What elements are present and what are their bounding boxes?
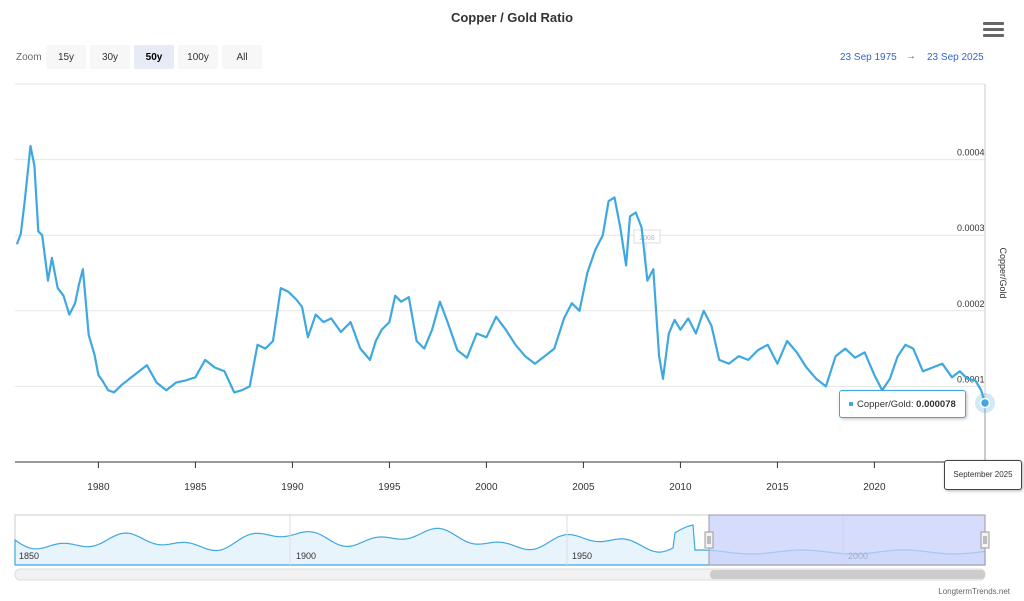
tooltip-bullet-icon <box>849 402 853 407</box>
zoom-label: Zoom <box>16 52 42 63</box>
scrollbar-thumb[interactable] <box>710 570 985 579</box>
x-tick-label: 2020 <box>863 482 886 493</box>
range-arrow: → <box>906 51 916 62</box>
range-to-input[interactable]: 23 Sep 2025 <box>927 52 984 63</box>
y-tick-label: 0.0002 <box>957 299 985 309</box>
navigator-right-handle[interactable] <box>980 531 990 549</box>
navigator-label-1950: 1950 <box>572 551 592 561</box>
x-tick-label: 1995 <box>378 482 401 493</box>
copper-gold-series-line <box>15 144 987 404</box>
grid-lines <box>15 83 985 387</box>
x-tick-label: 1990 <box>281 482 304 493</box>
hamburger-menu-icon[interactable] <box>983 22 1004 38</box>
flag-2008[interactable]: 2008 <box>633 229 661 265</box>
zoom-30y-button[interactable]: 30y <box>90 45 130 69</box>
tooltip-series: Copper/Gold: <box>857 399 914 410</box>
zoom-all-button[interactable]: All <box>222 45 262 69</box>
x-tick-label: 1980 <box>87 482 110 493</box>
tooltip: Copper/Gold: 0.000078 <box>839 390 966 418</box>
navigator[interactable]: 1850 1900 1950 2000 <box>14 514 990 566</box>
hover-point <box>979 397 991 409</box>
chart-title: Copper / Gold Ratio <box>450 10 574 25</box>
y-tick-label: 0.0004 <box>957 148 985 158</box>
zoom-100y-button[interactable]: 100y <box>178 45 218 69</box>
tooltip-value: 0.000078 <box>916 399 956 410</box>
navigator-selection[interactable] <box>708 514 986 566</box>
navigator-label-1900: 1900 <box>296 551 316 561</box>
navigator-label-1850: 1850 <box>19 551 39 561</box>
y-axis-title: Copper/Gold <box>998 247 1008 298</box>
y-tick-label: 0.0003 <box>957 223 985 233</box>
x-tick-label: 2010 <box>669 482 692 493</box>
footer-credit[interactable]: LongtermTrends.net <box>938 587 1010 596</box>
zoom-50y-button[interactable]: 50y <box>134 45 174 69</box>
range-from-input[interactable]: 23 Sep 1975 <box>840 52 897 63</box>
zoom-15y-button[interactable]: 15y <box>46 45 86 69</box>
x-tick-label: 2000 <box>475 482 498 493</box>
crosshair-date-label: September 2025 <box>944 460 1022 490</box>
x-tick-label: 2015 <box>766 482 789 493</box>
navigator-left-handle[interactable] <box>704 531 714 549</box>
x-axis-ticks: 1980 1985 1990 1995 2000 2005 2010 2015 2020 <box>87 462 886 493</box>
x-tick-label: 1985 <box>184 482 207 493</box>
x-tick-label: 2005 <box>572 482 595 493</box>
flag-label: 2008 <box>639 235 655 242</box>
